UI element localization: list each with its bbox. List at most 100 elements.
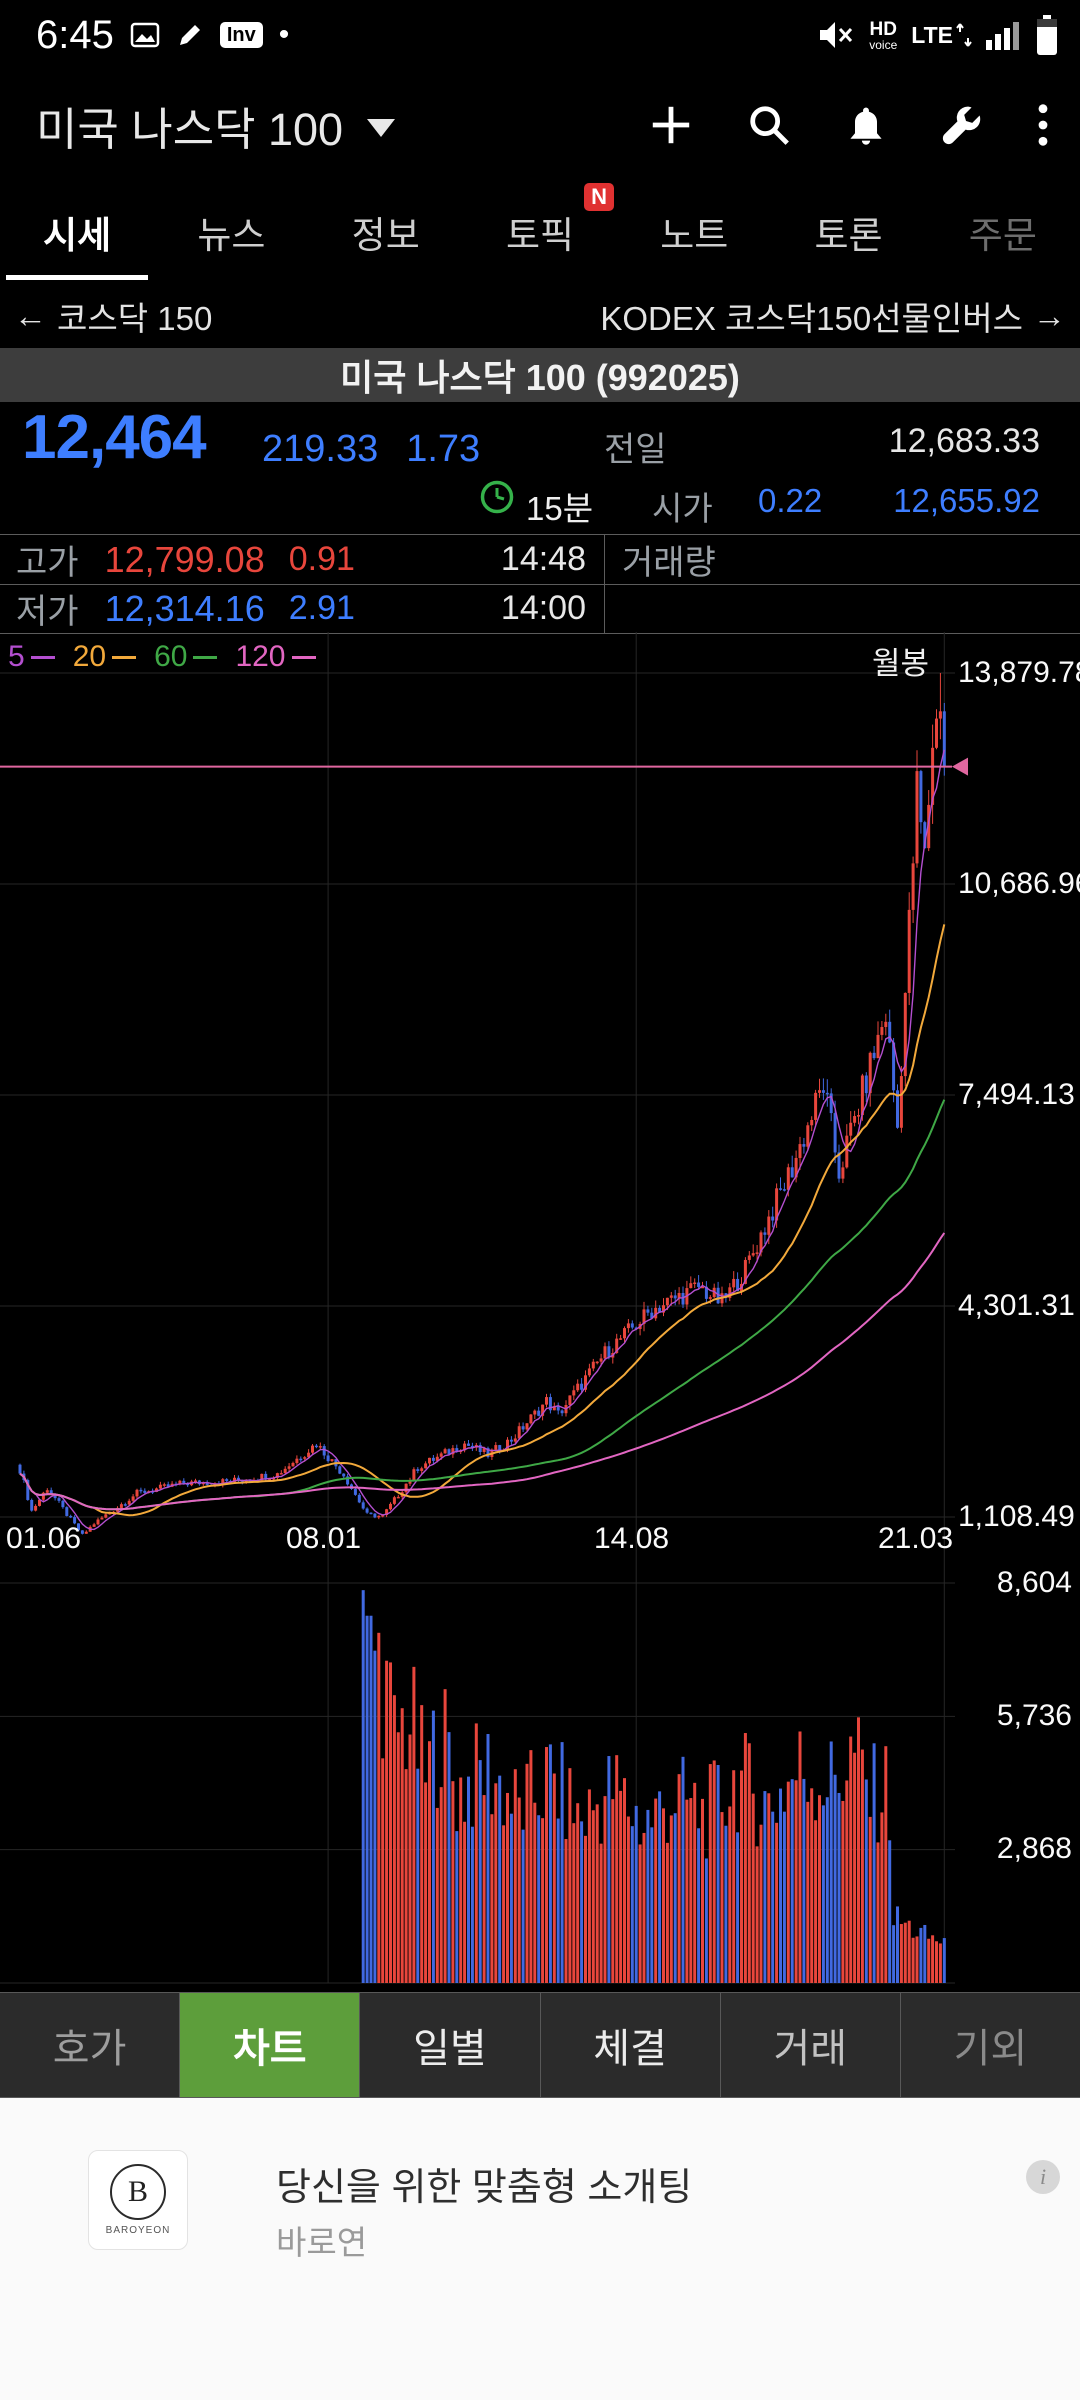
high-low-table: 고가 12,799.08 0.91 14:48 저가 12,314.16 2.9… (0, 534, 1080, 634)
low-time: 14:00 (500, 589, 586, 627)
tab-quotes[interactable]: 호가 (0, 1993, 181, 2097)
status-right: HD voice LTE (817, 14, 1058, 56)
ad-advertiser: 바로연 (276, 2224, 368, 2261)
prev-symbol-label: 코스닥 150 (57, 300, 213, 337)
tab-news[interactable]: 뉴스 (197, 215, 266, 256)
high-price: 12,799.08 (104, 538, 265, 580)
ad-logo[interactable]: B BAROYEON (88, 2150, 188, 2250)
bottom-panel: B BAROYEON 당신을 위한 맞춤형 소개팅 바로연 i (0, 2098, 1080, 2400)
volume-axis-label: 8,604 (996, 1566, 1072, 1599)
x-axis-label: 08.01 (286, 1522, 362, 1555)
volume-header: 거래량 (622, 544, 716, 582)
x-axis-label: 14.08 (594, 1522, 670, 1555)
delay-clock-icon (478, 478, 516, 521)
screenshot-icon (130, 22, 160, 48)
period-label[interactable]: 월봉 (872, 646, 930, 681)
ad-logo-letter: B (110, 2164, 166, 2220)
volume-chart-canvas[interactable] (0, 1562, 1080, 1990)
tab-discussion[interactable]: 토론 (814, 215, 883, 256)
stock-title: 미국 나스닥 100 (992025) (0, 348, 1080, 402)
tab-info[interactable]: 정보 (351, 215, 420, 256)
tab-daily[interactable]: 일별 (360, 1993, 541, 2097)
tab-topic[interactable]: 토픽 N (463, 180, 617, 284)
bell-icon[interactable] (844, 102, 888, 148)
ma20-line-swatch (112, 655, 137, 659)
ma60-legend: 60 (154, 640, 218, 674)
tab-trading[interactable]: 거래 (721, 1993, 901, 2097)
ma5-legend: 5 (8, 640, 55, 674)
wrench-icon[interactable] (940, 103, 984, 147)
high-time: 14:48 (500, 540, 586, 578)
tab-chart[interactable]: 차트 (180, 1993, 361, 2097)
app-bar-actions (648, 102, 1050, 148)
volume-axis-label: 2,868 (996, 1832, 1072, 1865)
price-area: 12,464 219.33 1.73 전일 12,683.33 15분 시가 0… (0, 402, 1080, 534)
tab-order[interactable]: 주문 (968, 215, 1037, 256)
lte-icon: LTE (911, 20, 972, 50)
current-price: 12,464 (22, 403, 207, 472)
ma120-legend: 120 (235, 640, 316, 674)
y-axis-label: 10,686.96 (958, 867, 1080, 900)
tab-other[interactable]: 기외 (953, 2027, 1028, 2071)
prev-symbol-button[interactable]: ← 코스닥 150 (14, 292, 212, 340)
ma5-line-swatch (30, 655, 55, 659)
volume-chart[interactable]: 8,604 5,736 2,868 (0, 1562, 1080, 1990)
low-price: 12,314.16 (104, 587, 265, 629)
symbol-title: 미국 나스닥 100 (36, 103, 344, 155)
next-symbol-label: KODEX 코스닥150선물인버스 (600, 300, 1023, 337)
price-change-pct: 1.73 (406, 428, 481, 470)
app-bar: 미국 나스닥 100 (0, 70, 1080, 180)
inv-badge: Inv (219, 22, 263, 48)
low-pct: 2.91 (288, 589, 355, 627)
prev-close-label: 전일 (604, 431, 667, 469)
divider (0, 584, 1080, 585)
y-axis-label: 13,879.78 (958, 656, 1080, 689)
add-button[interactable] (648, 102, 694, 148)
open-label: 시가 (652, 490, 713, 527)
pen-icon (179, 25, 200, 45)
status-left: 6:45 Inv • (36, 13, 289, 58)
chevron-down-icon (367, 119, 396, 137)
symbol-pager: ← 코스닥 150 KODEX 코스닥150선물인버스 → (0, 284, 1080, 348)
x-axis-label: 01.06 (6, 1522, 82, 1555)
x-axis-label: 21.03 (878, 1522, 954, 1555)
tab-ticks[interactable]: 체결 (541, 1993, 721, 2097)
kebab-menu-icon[interactable] (1036, 102, 1050, 148)
ad-title[interactable]: 당신을 위한 맞춤형 소개팅 (276, 2167, 693, 2209)
y-axis-label: 4,301.31 (958, 1289, 1075, 1322)
clock: 6:45 (36, 12, 114, 57)
delay-interval: 15분 (526, 490, 594, 527)
ma60-line-swatch (193, 655, 218, 659)
tab-note[interactable]: 노트 (660, 215, 729, 256)
price-change: 219.33 (262, 428, 379, 470)
open-price: 12,655.92 (893, 482, 1040, 519)
low-label: 저가 (16, 593, 79, 631)
candlestick-chart-canvas[interactable] (0, 632, 1080, 1562)
price-chart[interactable]: 5 20 60 120 월봉 13,879.78 10,686.96 7,494… (0, 632, 1080, 1562)
tab-bar: 시세 뉴스 정보 토픽 N 노트 토론 주문 (0, 180, 1080, 284)
prev-close-value: 12,683.33 (888, 422, 1040, 460)
ma-legend: 5 20 60 120 (8, 640, 316, 674)
ad-logo-brand: BAROYEON (105, 2225, 171, 2236)
ad-info-icon[interactable]: i (1026, 2160, 1060, 2194)
y-axis-label: 1,108.49 (958, 1500, 1075, 1533)
symbol-selector[interactable]: 미국 나스닥 100 (36, 93, 396, 158)
notification-dot: • (278, 18, 290, 51)
open-pct: 0.22 (758, 482, 823, 519)
forward-arrow-icon: → (1033, 297, 1066, 334)
mute-icon (820, 22, 853, 48)
new-badge: N (584, 183, 615, 211)
next-symbol-button[interactable]: KODEX 코스닥150선물인버스 → (600, 292, 1066, 340)
low-row: 저가 12,314.16 2.91 14:00 (0, 584, 604, 633)
high-row: 고가 12,799.08 0.91 14:48 (0, 535, 604, 584)
ma120-line-swatch (291, 655, 316, 659)
price-change-group: 219.33 1.73 (262, 428, 480, 471)
status-bar: 6:45 Inv • HD voice LTE (0, 0, 1080, 70)
tab-price[interactable]: 시세 (0, 180, 154, 284)
high-label: 고가 (16, 544, 79, 582)
bottom-tab-bar: 호가 차트 일별 체결 거래 기외 (0, 1992, 1080, 2098)
volume-axis-label: 5,736 (996, 1699, 1072, 1732)
high-pct: 0.91 (288, 540, 355, 578)
search-icon[interactable] (746, 102, 792, 148)
